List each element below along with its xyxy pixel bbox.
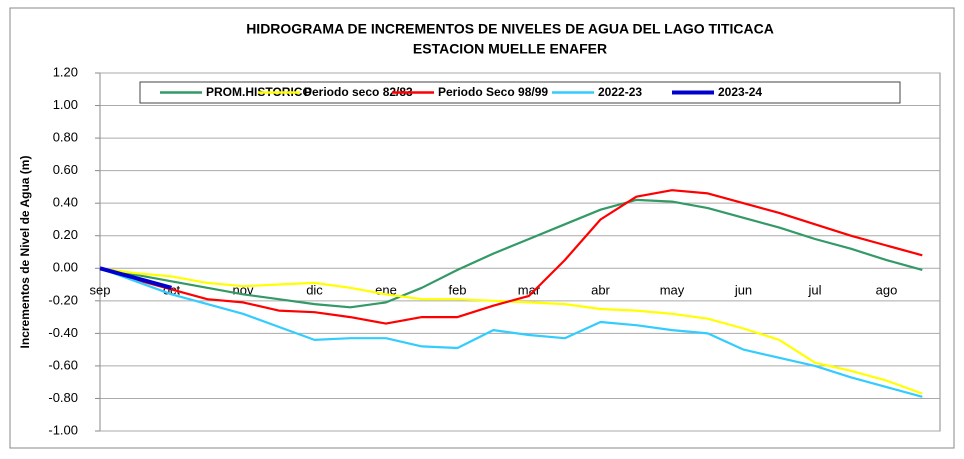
chart-subtitle: ESTACION MUELLE ENAFER (413, 41, 607, 57)
x-tick-label: mar (518, 283, 541, 298)
legend-label: 2022-23 (598, 85, 642, 99)
x-tick-label: ago (876, 283, 898, 298)
y-tick-label: 0.60 (53, 162, 78, 177)
y-tick-label: 0.40 (53, 195, 78, 210)
plot-area (99, 72, 941, 432)
x-tick-label: jun (734, 283, 752, 298)
series-line (99, 266, 173, 290)
x-tick-label: sep (90, 283, 111, 298)
legend-label: 2023-24 (718, 85, 762, 99)
x-tick-label: abr (591, 283, 610, 298)
y-tick-label: -1.00 (48, 422, 78, 437)
series-line (99, 198, 923, 309)
legend-label: Periodo Seco 98/99 (438, 85, 548, 99)
x-tick-label: jul (807, 283, 821, 298)
y-axis-label: Incrementos de Nivel de Agua (m) (18, 156, 32, 349)
legend-label: Periodo seco 82/83 (304, 85, 413, 99)
y-tick-label: 0.20 (53, 227, 78, 242)
y-tick-label: -0.40 (48, 325, 78, 340)
chart-title: HIDROGRAMA DE INCREMENTOS DE NIVELES DE … (246, 21, 774, 37)
x-tick-label: may (660, 283, 685, 298)
y-tick-label: -0.20 (48, 292, 78, 307)
y-tick-label: 0.00 (53, 260, 78, 275)
x-tick-label: dic (306, 283, 323, 298)
x-tick-label: feb (448, 283, 466, 298)
legend-box (139, 81, 901, 104)
y-tick-label: -0.60 (48, 357, 78, 372)
y-tick-label: 1.20 (53, 64, 78, 79)
series-line (99, 189, 923, 325)
series-line (99, 267, 923, 398)
y-tick-label: 1.00 (53, 97, 78, 112)
y-tick-label: -0.80 (48, 390, 78, 405)
y-tick-label: 0.80 (53, 130, 78, 145)
